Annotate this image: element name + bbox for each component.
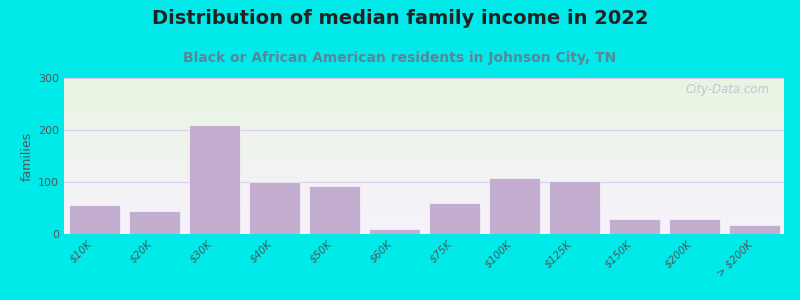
Bar — [69, 206, 119, 234]
Bar — [309, 186, 359, 234]
Text: Black or African American residents in Johnson City, TN: Black or African American residents in J… — [183, 51, 617, 65]
Y-axis label: families: families — [21, 131, 34, 181]
Bar — [489, 178, 539, 234]
Text: Distribution of median family income in 2022: Distribution of median family income in … — [152, 9, 648, 28]
Bar — [189, 125, 239, 234]
Bar — [369, 229, 419, 234]
Bar — [429, 203, 479, 234]
Bar — [729, 225, 779, 234]
Bar — [129, 211, 179, 234]
Bar — [669, 219, 719, 234]
Bar — [249, 182, 299, 234]
Bar — [609, 219, 659, 234]
Text: City-Data.com: City-Data.com — [686, 83, 770, 96]
Bar — [549, 181, 599, 234]
